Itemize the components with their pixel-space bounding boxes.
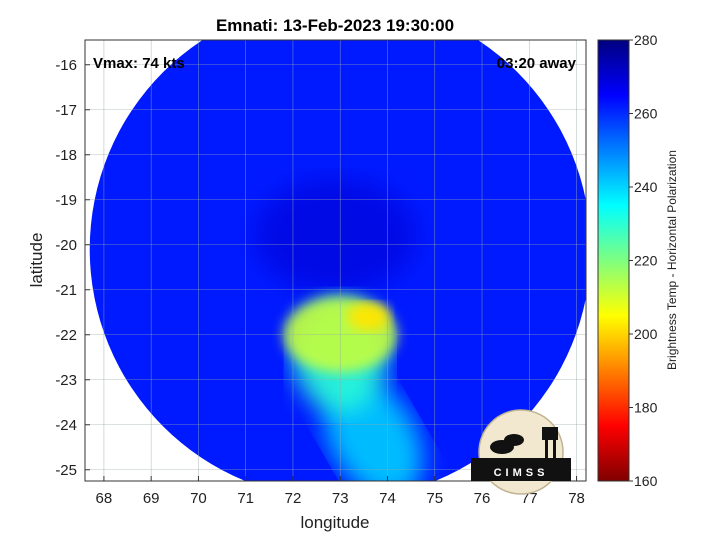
logo-band <box>471 458 571 481</box>
colorbar-label: Brightness Temp - Horizontal Polarizatio… <box>665 150 679 370</box>
colorbar-tick-label: 180 <box>634 400 658 416</box>
y-tick-label: -25 <box>55 462 77 479</box>
x-tick-label: 75 <box>426 490 443 507</box>
colorbar-tick-label: 240 <box>634 179 658 195</box>
logo-text: CIMSS <box>494 467 549 479</box>
colorbar-tick-label: 260 <box>634 106 658 122</box>
y-tick-label: -21 <box>55 282 77 299</box>
y-tick-label: -16 <box>55 57 77 74</box>
y-tick-label: -18 <box>55 147 77 164</box>
logo-sun <box>478 409 564 495</box>
colorbar-ticks: 160 180 200 220 240 260 280 <box>629 32 658 489</box>
y-axis-label: latitude <box>27 233 46 288</box>
x-tick-label: 71 <box>237 490 254 507</box>
warmest-spot-region <box>347 302 390 331</box>
x-ticks: 68 69 70 71 72 73 74 75 76 77 78 <box>96 476 585 507</box>
plot-frame <box>84 39 587 482</box>
logo-dish-right <box>504 434 524 446</box>
x-tick-label: 68 <box>96 490 113 507</box>
colorbar-tick-label: 160 <box>634 473 658 489</box>
y-ticks: -16 -17 -18 -19 -20 -21 -22 -23 -24 -25 <box>55 57 90 479</box>
y-tick-label: -17 <box>55 102 77 119</box>
microwave-swath <box>89 40 586 481</box>
y-tick-label: -20 <box>55 237 77 254</box>
x-tick-label: 70 <box>190 490 207 507</box>
x-tick-label: 73 <box>332 490 349 507</box>
y-tick-label: -23 <box>55 372 77 389</box>
x-tick-label: 69 <box>143 490 160 507</box>
colorbar-tick-label: 280 <box>634 32 658 48</box>
y-tick-label: -19 <box>55 192 77 209</box>
x-tick-label: 76 <box>474 490 491 507</box>
cimss-logo: CIMSS <box>471 409 571 495</box>
grid-lines <box>85 40 586 481</box>
x-tick-label: 74 <box>379 490 396 507</box>
x-tick-label: 78 <box>568 490 585 507</box>
eye-region <box>255 179 416 293</box>
x-tick-label: 72 <box>285 490 302 507</box>
y-tick-label: -22 <box>55 327 77 344</box>
colorbar-tick-label: 200 <box>634 326 658 342</box>
colorbar <box>597 39 630 482</box>
chart-title: Emnati: 13-Feb-2023 19:30:00 <box>216 16 454 35</box>
colorbar-tick-label: 220 <box>634 253 658 269</box>
y-tick-label: -24 <box>55 417 77 434</box>
vmax-annotation: Vmax: 74 kts <box>93 55 185 72</box>
x-axis-label: longitude <box>300 513 369 532</box>
away-annotation: 03:20 away <box>497 55 577 72</box>
logo-water-tower <box>542 427 558 440</box>
